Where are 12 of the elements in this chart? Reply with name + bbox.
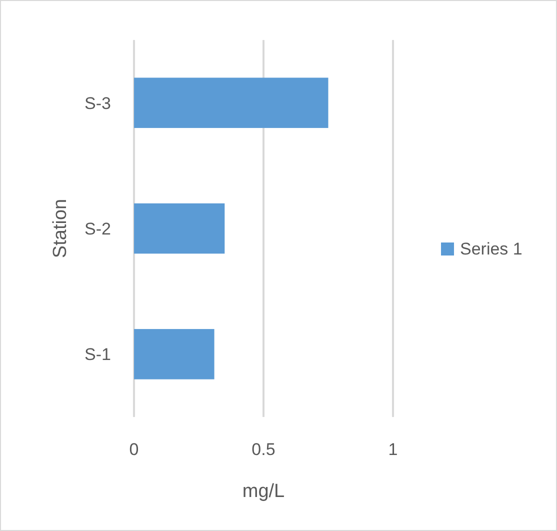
y-tick-label: S-3 bbox=[84, 94, 111, 113]
x-tick-label: 0.5 bbox=[252, 440, 276, 459]
bar bbox=[134, 78, 328, 128]
bar bbox=[134, 329, 214, 380]
legend-label: Series 1 bbox=[460, 240, 522, 258]
y-tick-label: S-1 bbox=[84, 345, 111, 364]
x-tick-label: 0 bbox=[129, 440, 139, 459]
y-axis-title: Station bbox=[50, 198, 71, 258]
bar bbox=[134, 203, 225, 254]
y-tick-label: S-2 bbox=[84, 220, 111, 238]
x-tick-label: 1 bbox=[388, 440, 398, 459]
x-axis-title: mg/L bbox=[242, 481, 285, 502]
